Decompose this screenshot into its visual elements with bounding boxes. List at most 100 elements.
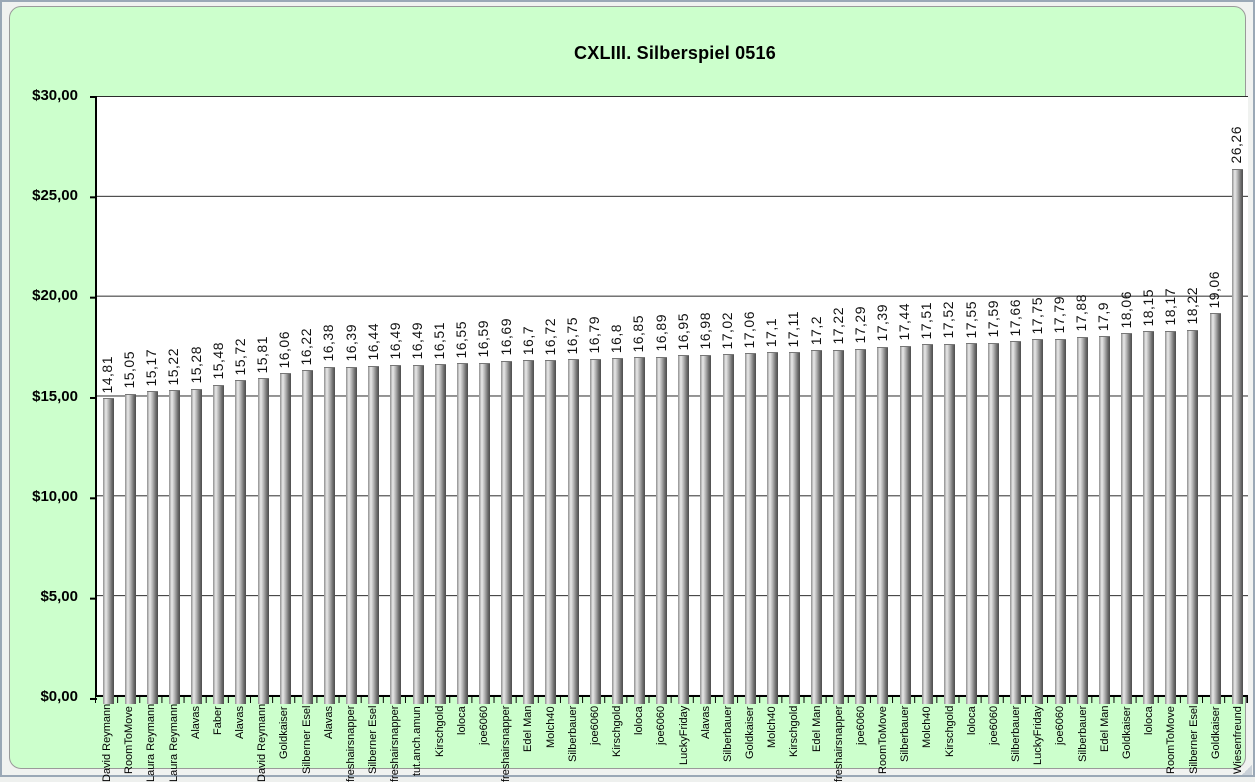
bar[interactable] — [235, 380, 247, 704]
bar[interactable] — [257, 378, 269, 704]
bar[interactable] — [1076, 336, 1088, 704]
bar[interactable] — [656, 356, 668, 704]
bar[interactable] — [523, 360, 535, 704]
bar[interactable] — [744, 353, 756, 704]
bar[interactable] — [301, 370, 313, 704]
bar[interactable] — [788, 352, 800, 704]
bar-value-label: 16,85 — [630, 314, 647, 353]
category-label: Goldkaiser — [278, 706, 291, 759]
bar[interactable] — [855, 348, 867, 704]
bar[interactable] — [279, 373, 291, 704]
bar-slot: 16,7 — [518, 96, 540, 704]
bar[interactable] — [323, 366, 335, 704]
category-label: RoomToMove — [123, 706, 136, 774]
bar[interactable] — [1231, 168, 1243, 704]
category-slot: freshairsnapper — [496, 706, 518, 782]
bar[interactable] — [633, 357, 645, 704]
bar-value-label: 15,17 — [143, 348, 160, 387]
category-label: Kirschgold — [433, 706, 446, 758]
bar-slot: 14,81 — [97, 96, 119, 704]
bar-slot: 15,22 — [163, 96, 185, 704]
bar-slot: 16,39 — [341, 96, 363, 704]
bar[interactable] — [1098, 336, 1110, 704]
bar[interactable] — [168, 390, 180, 704]
category-slot: RoomToMove — [873, 706, 895, 782]
bar-value-label: 18,06 — [1117, 290, 1134, 329]
bar[interactable] — [921, 344, 933, 704]
bar-value-label: 19,06 — [1206, 270, 1223, 309]
bar[interactable] — [1121, 333, 1133, 704]
bar[interactable] — [1054, 338, 1066, 704]
bar-value-label: 16,89 — [652, 314, 669, 352]
bar[interactable] — [456, 363, 468, 704]
bar[interactable] — [390, 364, 402, 704]
category-slot: Edel Man — [1095, 706, 1117, 782]
bar[interactable] — [877, 346, 889, 704]
bar[interactable] — [899, 345, 911, 704]
bar-value-label: 17,9 — [1095, 302, 1112, 332]
category-slot: Edel Man — [518, 706, 540, 782]
y-axis-ticks — [90, 96, 97, 700]
chart-title: CXLIII. Silberspiel 0516 — [574, 43, 776, 63]
bar[interactable] — [589, 358, 601, 704]
chart-card: CXLIII. Silberspiel 0516 $30,00 $25,00 $20… — [9, 6, 1248, 782]
bar[interactable] — [966, 343, 978, 704]
bar-value-label: 16,69 — [497, 318, 514, 356]
category-slot: Silberbauer — [563, 706, 585, 782]
bar[interactable] — [102, 398, 114, 704]
bar[interactable] — [700, 354, 712, 704]
category-label: joe6060 — [1054, 706, 1067, 746]
bar[interactable] — [368, 365, 380, 704]
bar[interactable] — [545, 360, 557, 704]
resize-grip-icon[interactable] — [1242, 765, 1252, 775]
bar-value-label: 15,81 — [254, 335, 271, 374]
category-label: Edel Man — [1098, 706, 1111, 753]
category-slot: Kirschgold — [784, 706, 806, 782]
bar[interactable] — [1209, 313, 1221, 704]
category-slot: Goldkaiser — [274, 706, 296, 782]
bar-slot: 15,28 — [186, 96, 208, 704]
bar[interactable] — [1010, 341, 1022, 704]
category-slot: Alavas — [319, 706, 341, 782]
category-label: David Reymann — [101, 703, 114, 782]
bar[interactable] — [766, 352, 778, 704]
bar[interactable] — [943, 344, 955, 704]
bar-slot: 17,02 — [717, 96, 739, 704]
bar[interactable] — [146, 391, 158, 704]
category-slot: Silberbauer — [1006, 706, 1028, 782]
bar[interactable] — [124, 393, 136, 704]
category-label: loloca — [633, 706, 646, 735]
bar[interactable] — [567, 359, 579, 704]
bar[interactable] — [833, 350, 845, 704]
bar[interactable] — [1032, 339, 1044, 704]
category-label: LuckyFriday — [1032, 706, 1045, 766]
bar[interactable] — [478, 362, 490, 704]
bar[interactable] — [501, 360, 513, 704]
bar-slot: 17,75 — [1027, 96, 1049, 704]
bar[interactable] — [346, 366, 358, 704]
bar-slot: 16,55 — [451, 96, 473, 704]
bar-slot: 17,11 — [783, 96, 805, 704]
bar[interactable] — [811, 350, 823, 704]
category-label: RoomToMove — [1165, 706, 1178, 774]
category-label: Silberbauer — [1076, 706, 1089, 763]
bar-value-label: 16,38 — [320, 324, 337, 362]
category-slot: Molch40 — [762, 706, 784, 782]
category-label: Goldkaiser — [744, 706, 757, 759]
bar[interactable] — [213, 384, 225, 704]
bar[interactable] — [611, 358, 623, 704]
category-label: Kirschgold — [788, 706, 801, 758]
bar[interactable] — [988, 342, 1000, 704]
bar-slot: 16,85 — [628, 96, 650, 704]
bar[interactable] — [434, 364, 446, 704]
bar-value-label: 17,52 — [940, 301, 957, 340]
bar[interactable] — [191, 388, 203, 704]
category-label: Alavas — [322, 706, 335, 740]
bar[interactable] — [1165, 331, 1177, 704]
bar[interactable] — [722, 354, 734, 704]
bar[interactable] — [1143, 331, 1155, 704]
bar[interactable] — [1187, 330, 1199, 704]
bar[interactable] — [678, 355, 690, 704]
bar-value-label: 15,48 — [209, 342, 226, 380]
bar[interactable] — [412, 364, 424, 704]
